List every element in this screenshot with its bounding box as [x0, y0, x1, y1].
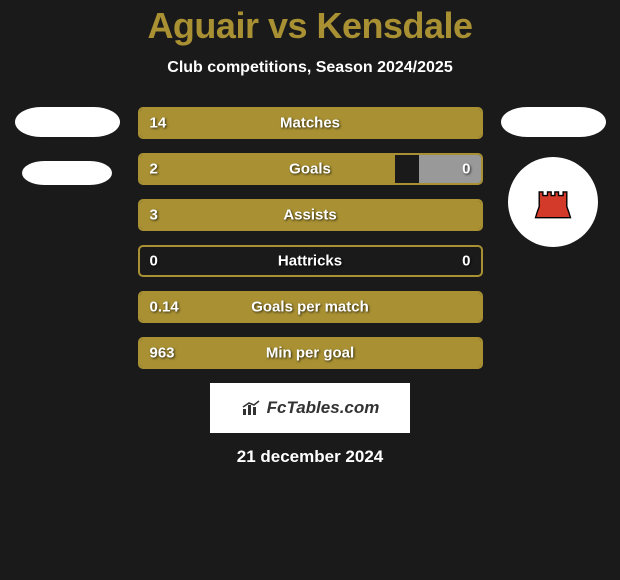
layout: 14 Matches 2 Goals 0 3 Assists 0 Hattricks 0 0.14 G… [0, 107, 620, 369]
comparison-card: Aguair vs Kensdale Club competitions, Se… [0, 0, 620, 467]
stat-fill-left [140, 155, 396, 183]
stat-fill-right [419, 155, 480, 183]
logo-chart-icon [241, 399, 263, 417]
logo-text: FcTables.com [267, 398, 380, 418]
stats-bars: 14 Matches 2 Goals 0 3 Assists 0 Hattricks 0 0.14 G… [138, 107, 483, 369]
player-left-col [15, 107, 120, 185]
stat-row: 963 Min per goal [138, 337, 483, 369]
stat-row: 14 Matches [138, 107, 483, 139]
stat-label: Min per goal [266, 345, 354, 362]
player-left-placeholder-2 [22, 161, 112, 185]
stat-row: 2 Goals 0 [138, 153, 483, 185]
stat-label: Assists [283, 207, 336, 224]
stat-label: Matches [280, 115, 340, 132]
stat-row: 3 Assists [138, 199, 483, 231]
fctables-logo[interactable]: FcTables.com [210, 383, 410, 433]
subtitle: Club competitions, Season 2024/2025 [0, 59, 620, 77]
stat-label: Hattricks [278, 253, 342, 270]
stat-row: 0 Hattricks 0 [138, 245, 483, 277]
page-title: Aguair vs Kensdale [0, 5, 620, 47]
stat-value-left: 0.14 [150, 299, 179, 316]
stat-value-left: 3 [150, 207, 158, 224]
stat-value-left: 14 [150, 115, 167, 132]
player-right-col [501, 107, 606, 247]
stat-value-right: 0 [462, 161, 470, 178]
date: 21 december 2024 [0, 447, 620, 467]
stat-value-right: 0 [462, 253, 470, 270]
player-right-placeholder-1 [501, 107, 606, 137]
stat-label: Goals per match [251, 299, 369, 316]
stat-value-left: 0 [150, 253, 158, 270]
player-right-avatar [508, 157, 598, 247]
stat-value-left: 2 [150, 161, 158, 178]
stat-value-left: 963 [150, 345, 175, 362]
stat-label: Goals [289, 161, 331, 178]
tower-icon [530, 179, 576, 225]
player-left-placeholder-1 [15, 107, 120, 137]
stat-row: 0.14 Goals per match [138, 291, 483, 323]
